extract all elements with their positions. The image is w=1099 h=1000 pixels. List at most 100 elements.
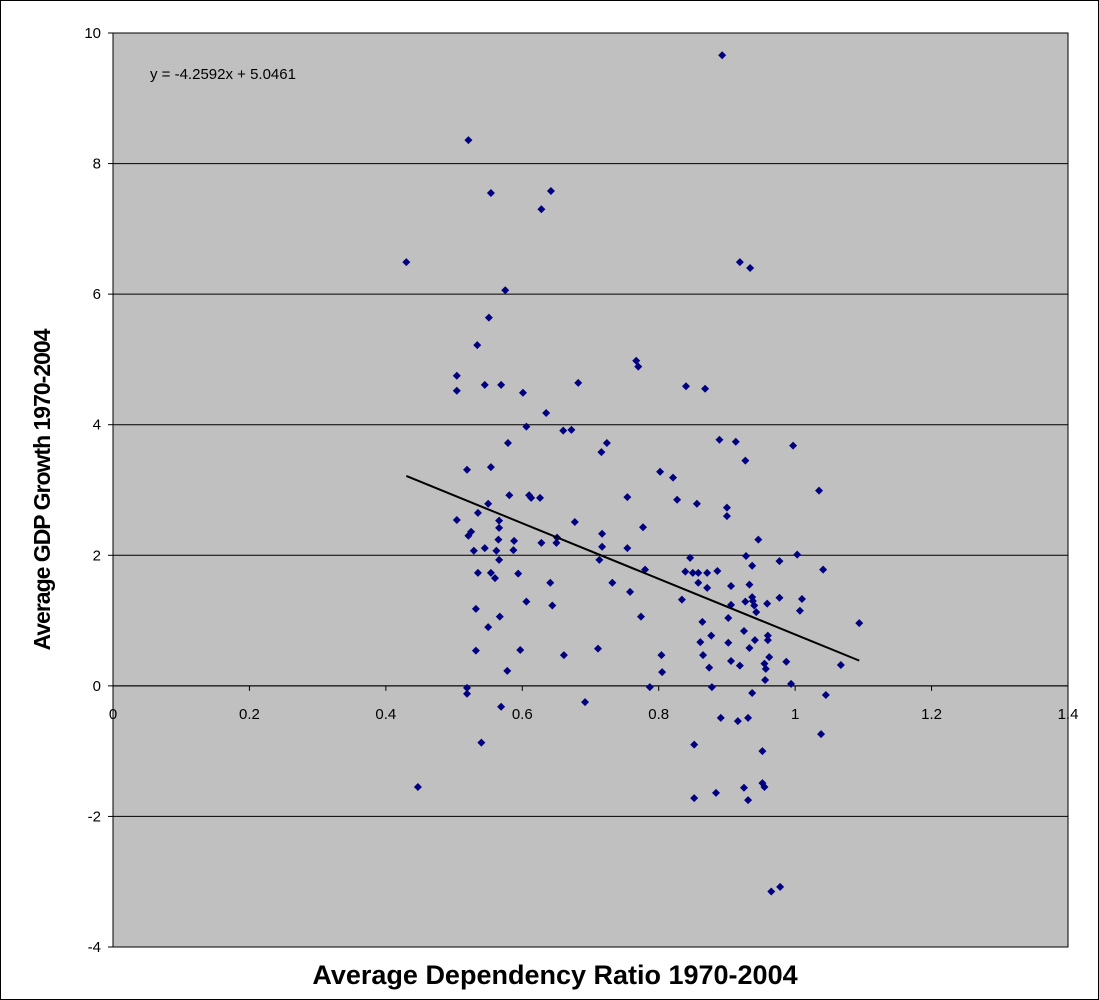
point xyxy=(703,583,712,592)
point xyxy=(763,636,772,645)
point xyxy=(787,679,796,688)
point xyxy=(581,698,590,707)
y-tick-label: -2 xyxy=(88,808,101,825)
point xyxy=(473,341,482,350)
point xyxy=(727,657,736,666)
point xyxy=(776,882,785,891)
point xyxy=(636,612,645,621)
point xyxy=(739,783,748,792)
point xyxy=(477,738,486,747)
point xyxy=(761,675,770,684)
point xyxy=(598,529,607,538)
point xyxy=(677,595,686,604)
points xyxy=(402,51,864,896)
x-tick-label: 0 xyxy=(109,706,117,723)
point xyxy=(748,689,757,698)
point xyxy=(763,599,772,608)
point xyxy=(471,604,480,613)
point xyxy=(495,516,504,525)
point xyxy=(763,631,772,640)
y-tick-label: 10 xyxy=(84,25,101,42)
point xyxy=(789,441,798,450)
point xyxy=(688,568,697,577)
point xyxy=(497,380,506,389)
point xyxy=(505,491,514,500)
point xyxy=(658,668,667,677)
point xyxy=(775,557,784,566)
point xyxy=(467,527,476,536)
point xyxy=(712,788,721,797)
point xyxy=(484,623,493,632)
point xyxy=(722,503,731,512)
point xyxy=(495,612,504,621)
point xyxy=(473,568,482,577)
point xyxy=(698,617,707,626)
trendline xyxy=(405,475,860,662)
point xyxy=(510,536,519,545)
point xyxy=(707,683,716,692)
point xyxy=(503,666,512,675)
point xyxy=(686,553,695,562)
point xyxy=(744,713,753,722)
point xyxy=(469,546,478,555)
point xyxy=(597,448,606,457)
point xyxy=(559,426,568,435)
point xyxy=(741,597,750,606)
point xyxy=(782,657,791,666)
x-tick-label: 0.8 xyxy=(648,706,669,723)
point xyxy=(758,747,767,756)
y-axis-title: Average GDP Growth 1970-2004 xyxy=(29,328,55,650)
plot-area xyxy=(112,32,1069,948)
point xyxy=(497,702,506,711)
point xyxy=(536,493,545,502)
point xyxy=(542,408,551,417)
point xyxy=(522,597,531,606)
y-tick-label: 4 xyxy=(93,417,101,434)
point xyxy=(703,568,712,577)
x-tick-label: 1.4 xyxy=(1058,706,1079,723)
grid xyxy=(113,32,1068,948)
point xyxy=(463,689,472,698)
point xyxy=(546,186,555,195)
point xyxy=(634,362,643,371)
point xyxy=(492,546,501,555)
point xyxy=(821,690,830,699)
point xyxy=(495,555,504,564)
point xyxy=(745,643,754,652)
point xyxy=(836,660,845,669)
point xyxy=(760,783,769,792)
point xyxy=(673,495,682,504)
x-axis-title: Average Dependency Ratio 1970-2004 xyxy=(312,960,797,990)
point xyxy=(775,593,784,602)
point xyxy=(817,730,826,739)
point xyxy=(713,566,722,575)
point xyxy=(735,661,744,670)
point xyxy=(724,613,733,622)
y-tick-label: 0 xyxy=(93,678,101,695)
point xyxy=(518,388,527,397)
point xyxy=(516,645,525,654)
point xyxy=(473,508,482,517)
point xyxy=(495,523,504,532)
trendline-equation: y = -4.2592x + 5.0461 xyxy=(150,66,296,83)
point xyxy=(527,493,536,502)
point xyxy=(402,258,411,267)
y-tick-label: 2 xyxy=(93,547,101,564)
point xyxy=(701,384,710,393)
point xyxy=(598,542,607,551)
x-tick-label: 1 xyxy=(791,706,799,723)
point xyxy=(748,596,757,605)
point xyxy=(645,683,654,692)
point xyxy=(623,493,632,502)
point xyxy=(546,578,555,587)
point xyxy=(570,517,579,526)
point xyxy=(733,717,742,726)
point xyxy=(819,565,828,574)
point xyxy=(744,796,753,805)
point xyxy=(669,473,678,482)
point xyxy=(707,631,716,640)
point xyxy=(754,535,763,544)
point xyxy=(705,663,714,672)
point xyxy=(742,551,751,560)
